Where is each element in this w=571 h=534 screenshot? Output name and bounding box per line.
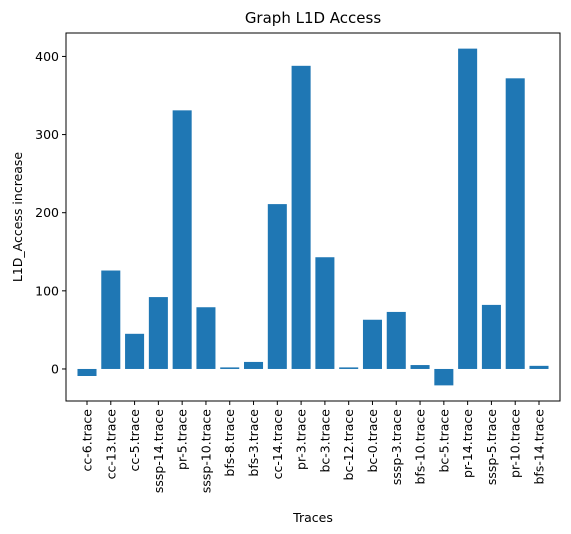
x-tick-label: bfs-8.trace [222, 409, 237, 477]
bar-pr-3-trace [291, 65, 311, 369]
bar-sssp-14-trace [148, 297, 168, 369]
y-tick-label: 200 [35, 205, 59, 220]
x-tick-label: pr-14.trace [460, 409, 475, 478]
bar-cc-5-trace [125, 333, 145, 369]
x-tick-label: bc-3.trace [317, 409, 332, 473]
bar-cc-14-trace [267, 204, 287, 369]
bar-bc-5-trace [434, 368, 454, 386]
x-tick-label: sssp-5.trace [484, 409, 499, 485]
x-tick-label: sssp-10.trace [198, 409, 213, 493]
x-tick-label: cc-6.trace [80, 409, 95, 472]
bar-cc-13-trace [101, 270, 121, 369]
y-axis-label: L1D_Access increase [10, 152, 25, 283]
bar-sssp-3-trace [386, 311, 406, 369]
bars-group [77, 48, 549, 386]
x-tick-label: bc-12.trace [341, 409, 356, 481]
bar-bfs-3-trace [244, 361, 264, 369]
bar-sssp-5-trace [481, 304, 501, 369]
x-tick-label: pr-3.trace [294, 409, 309, 470]
bar-bfs-10-trace [410, 365, 430, 369]
bar-cc-6-trace [77, 368, 97, 376]
x-tick-label: pr-5.trace [175, 409, 190, 470]
bar-bfs-14-trace [529, 365, 549, 369]
bar-bc-3-trace [315, 257, 335, 369]
x-tick-label: sssp-3.trace [389, 409, 404, 485]
bar-bfs-8-trace [220, 367, 240, 369]
x-axis: cc-6.trace cc-13.trace cc-5.trace sssp-14.t… [80, 401, 547, 493]
plot-frame [65, 32, 561, 402]
x-tick-label: pr-10.trace [508, 409, 523, 478]
y-tick-label: 400 [35, 49, 59, 64]
x-axis-label: Traces [292, 510, 333, 525]
y-tick-label: 300 [35, 127, 59, 142]
bar-bc-12-trace [339, 367, 359, 369]
x-tick-label: bc-0.trace [365, 409, 380, 473]
bar-pr-14-trace [458, 48, 478, 369]
x-tick-label: cc-5.trace [127, 409, 142, 472]
bar-bc-0-trace [362, 319, 382, 369]
bar-sssp-10-trace [196, 307, 216, 369]
x-tick-label: bfs-14.trace [532, 409, 547, 485]
x-tick-label: sssp-14.trace [151, 409, 166, 493]
x-tick-label: cc-14.trace [270, 409, 285, 480]
x-tick-label: bfs-10.trace [413, 409, 428, 485]
bar-pr-10-trace [505, 78, 525, 369]
x-tick-label: bfs-3.trace [246, 409, 261, 477]
bar-pr-5-trace [172, 110, 192, 369]
y-tick-label: 100 [35, 283, 59, 298]
x-tick-label: cc-13.trace [103, 409, 118, 480]
x-tick-label: bc-5.trace [436, 409, 451, 473]
y-axis: 0 100 200 300 400 [35, 49, 66, 376]
chart-title: Graph L1D Access [245, 9, 382, 27]
y-tick-label: 0 [51, 361, 59, 376]
